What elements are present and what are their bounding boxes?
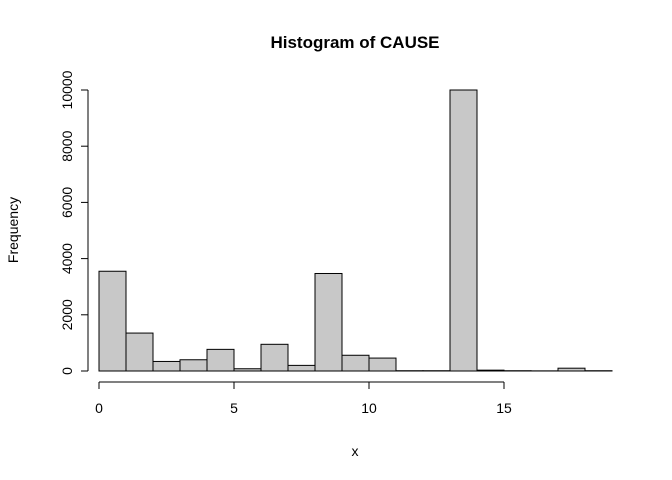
histogram-bar (287, 364, 316, 372)
y-tick-label: 4000 (59, 243, 75, 274)
histogram-bar (152, 360, 181, 372)
histogram-bar (206, 348, 235, 372)
histogram-bar (314, 272, 343, 372)
y-axis: 0 2000 4000 6000 8000 10000 (59, 70, 89, 375)
y-tick-label: 0 (59, 367, 75, 375)
x-axis: 0 5 10 15 (95, 381, 512, 416)
histogram-bar (233, 368, 262, 372)
histogram-bar (557, 367, 586, 372)
y-axis-label: Frequency (5, 197, 21, 263)
histogram-bar (449, 89, 478, 372)
histogram-bar (476, 369, 505, 372)
x-axis-label: x (352, 443, 359, 459)
y-tick-label: 8000 (59, 130, 75, 161)
y-tick-label: 6000 (59, 187, 75, 218)
histogram-bar (260, 343, 289, 372)
x-tick-label: 10 (361, 400, 377, 416)
histogram-bar (179, 359, 208, 372)
chart-title: Histogram of CAUSE (270, 33, 439, 52)
x-tick-label: 0 (95, 400, 103, 416)
x-tick-label: 15 (496, 400, 512, 416)
y-tick-label: 2000 (59, 299, 75, 330)
bars-group (98, 89, 613, 372)
histogram-bar (368, 357, 397, 372)
histogram-bar (341, 354, 370, 372)
histogram-bar (125, 332, 154, 372)
y-tick-label: 10000 (59, 70, 75, 109)
histogram-bar (98, 270, 127, 372)
x-tick-label: 5 (230, 400, 238, 416)
